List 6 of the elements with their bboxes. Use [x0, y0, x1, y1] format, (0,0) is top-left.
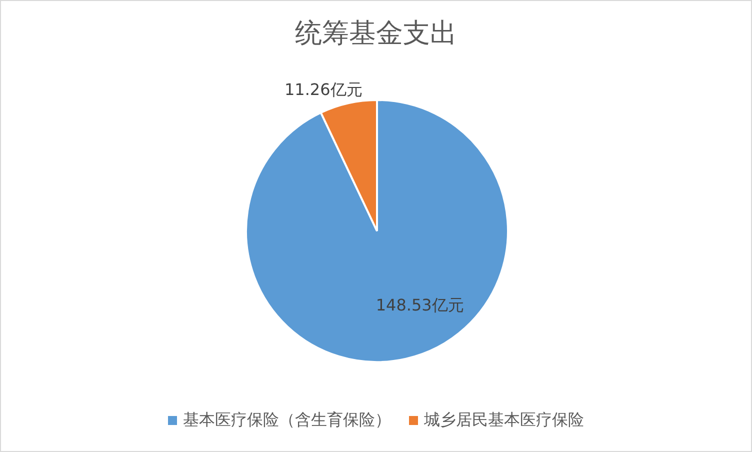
pie-slice: [245, 99, 509, 363]
legend-label: 城乡居民基本医疗保险: [424, 410, 584, 431]
data-label: 148.53亿元: [376, 296, 464, 315]
chart-title: 统筹基金支出: [294, 17, 458, 51]
data-label: 11.26亿元: [284, 80, 362, 100]
legend-label: 基本医疗保险（含生育保险）: [183, 410, 391, 431]
